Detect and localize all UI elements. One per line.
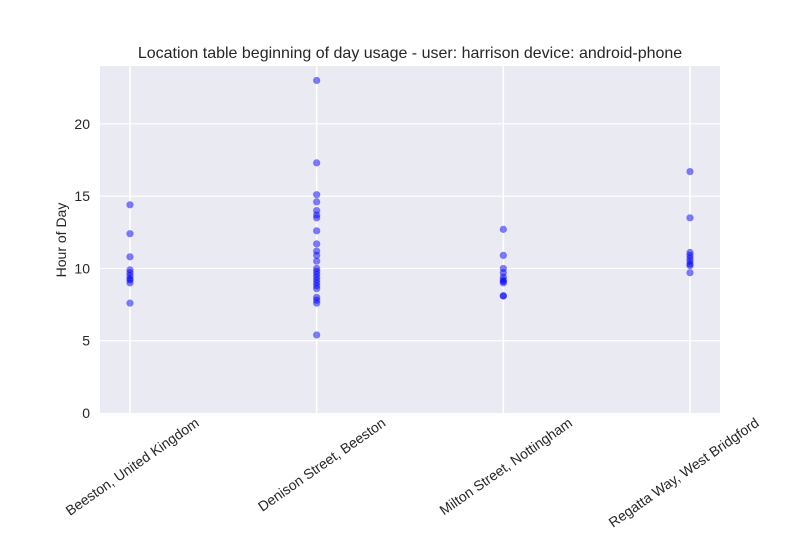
y-tick-label: 10: [74, 260, 90, 276]
y-tick-label: 0: [82, 405, 90, 421]
y-axis-label: Hour of Day: [53, 203, 69, 278]
grid: [100, 66, 720, 413]
data-point: [313, 198, 321, 206]
data-point: [499, 251, 507, 260]
y-tick-label: 20: [74, 116, 90, 132]
data-point: [313, 159, 321, 167]
data-point: [126, 299, 134, 307]
data-point: [686, 167, 694, 176]
data-point: [313, 299, 321, 307]
data-point: [126, 253, 134, 261]
data-point: [313, 251, 321, 260]
x-tick-labels: Beeston, United Kingdom Denison Street, B…: [62, 414, 761, 530]
data-point: [313, 257, 321, 265]
data-point: [313, 240, 321, 248]
data-point: [499, 225, 507, 233]
data-point: [313, 191, 321, 199]
chart-title: Location table beginning of day usage - …: [138, 45, 682, 62]
plot-area: [100, 66, 720, 413]
x-tick-label: Beeston, United Kingdom: [62, 414, 201, 518]
data-point: [499, 292, 507, 300]
data-point: [313, 285, 321, 293]
x-tick-label: Denison Street, Beeston: [255, 414, 388, 514]
x-tick-label: Regatta Way, West Bridgford: [606, 414, 762, 530]
data-point: [686, 269, 694, 277]
y-tick-labels: 0 5 10 15 20: [74, 116, 90, 421]
data-point: [313, 331, 321, 339]
data-point: [126, 230, 134, 238]
y-tick-label: 5: [82, 333, 90, 349]
data-point: [313, 76, 321, 85]
data-point: [313, 214, 321, 222]
data-point: [313, 227, 321, 235]
data-point: [686, 261, 694, 270]
x-tick-label: Milton Street, Nottingham: [436, 414, 575, 518]
data-point: [686, 214, 694, 222]
data-point: [499, 279, 507, 287]
y-tick-label: 15: [74, 188, 90, 204]
data-point: [126, 201, 134, 209]
data-points: [126, 76, 694, 339]
data-point: [126, 279, 134, 287]
